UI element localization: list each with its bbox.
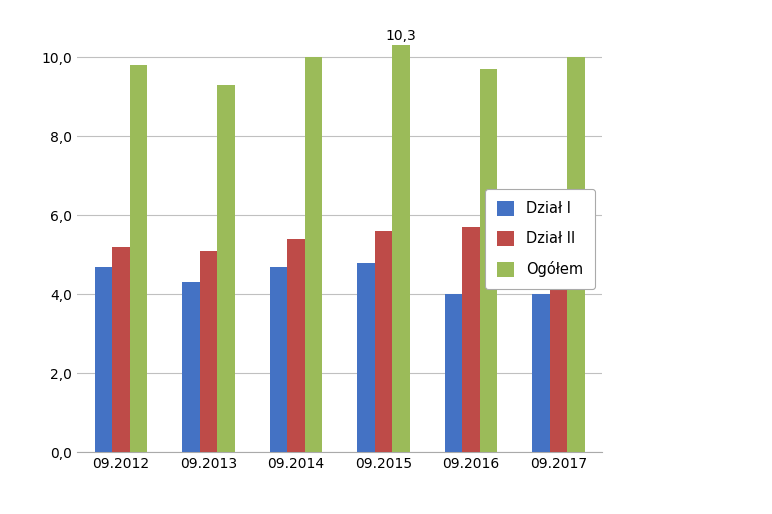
Bar	[550, 211, 567, 452]
Bar	[182, 283, 200, 452]
Bar	[445, 295, 462, 452]
Bar	[567, 57, 584, 452]
Bar	[392, 45, 410, 452]
Bar	[305, 57, 322, 452]
Bar	[357, 263, 374, 452]
Bar	[287, 239, 305, 452]
Bar	[269, 267, 287, 452]
Bar	[130, 65, 147, 452]
Bar	[217, 85, 235, 452]
Bar	[532, 295, 550, 452]
Bar	[374, 231, 392, 452]
Bar	[200, 251, 217, 452]
Text: 10,3: 10,3	[385, 29, 416, 43]
Bar	[462, 227, 479, 452]
Legend: Dział I, Dział II, Ogółem: Dział I, Dział II, Ogółem	[486, 189, 595, 289]
Bar	[112, 247, 130, 452]
Bar	[95, 267, 112, 452]
Bar	[479, 69, 497, 452]
